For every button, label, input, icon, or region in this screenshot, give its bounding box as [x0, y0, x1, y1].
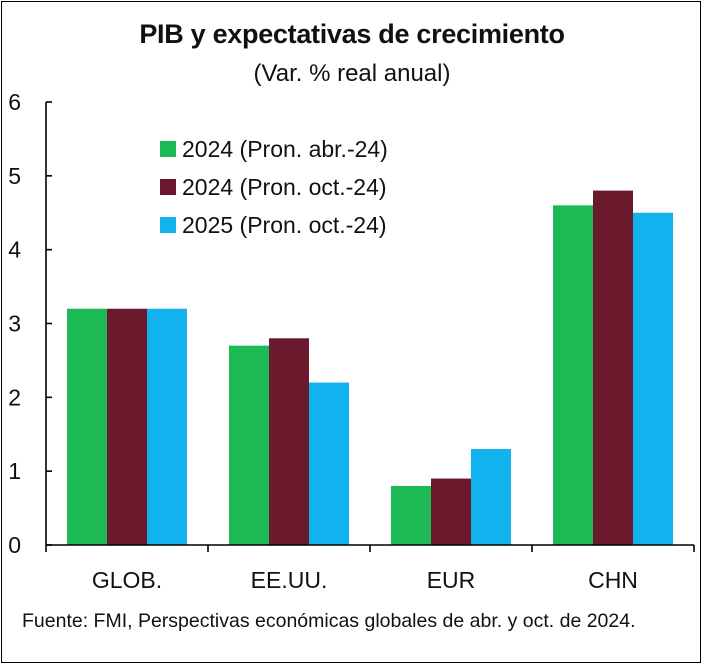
- x-category-label: GLOB.: [92, 567, 162, 593]
- bar-glob-series-2: [107, 308, 147, 545]
- legend-label: 2025 (Pron. oct.-24): [182, 212, 387, 238]
- x-category-label: EE.UU.: [251, 567, 328, 593]
- bar-eeuu-series-1: [229, 345, 269, 545]
- legend-label: 2024 (Pron. oct.-24): [182, 174, 387, 200]
- legend-swatch: [160, 141, 176, 157]
- bar-glob-series-3: [147, 308, 187, 545]
- legend-label: 2024 (Pron. abr.-24): [182, 136, 388, 162]
- legend-swatch: [160, 217, 176, 233]
- bar-chart: 0 1 2 3 4 5 6 GLOB. EE.UU. EUR CHN 2024 (Pron. abr…: [8, 89, 695, 593]
- y-tick-label: 5: [8, 163, 21, 189]
- y-tick-label: 2: [8, 384, 21, 410]
- bar-eeuu-series-2: [269, 338, 309, 545]
- y-tick-label: 0: [8, 532, 21, 558]
- y-tick-label: 4: [8, 237, 21, 263]
- chart-title: PIB y expectativas de crecimiento: [139, 19, 565, 49]
- bar-eur-series-3: [471, 449, 511, 545]
- x-category-label: CHN: [588, 567, 638, 593]
- x-category-label: EUR: [427, 567, 476, 593]
- bar-chn-series-1: [553, 205, 593, 545]
- bar-eur-series-1: [391, 485, 431, 545]
- legend: 2024 (Pron. abr.-24) 2024 (Pron. oct.-24)…: [160, 136, 388, 238]
- y-tick-label: 6: [8, 89, 21, 115]
- bar-glob-series-1: [67, 308, 107, 545]
- bars-layer: [67, 190, 673, 545]
- y-tick-label: 1: [8, 458, 21, 484]
- bar-eeuu-series-3: [309, 382, 349, 545]
- bar-eur-series-2: [431, 478, 471, 545]
- y-tick-label: 3: [8, 311, 21, 337]
- legend-swatch: [160, 179, 176, 195]
- bar-chn-series-3: [633, 212, 673, 545]
- axes-layer: 0 1 2 3 4 5 6 GLOB. EE.UU. EUR CHN: [8, 89, 695, 593]
- bar-chn-series-2: [593, 190, 633, 545]
- source-note: Fuente: FMI, Perspectivas económicas glo…: [22, 610, 636, 632]
- chart-subtitle: (Var. % real anual): [253, 60, 451, 87]
